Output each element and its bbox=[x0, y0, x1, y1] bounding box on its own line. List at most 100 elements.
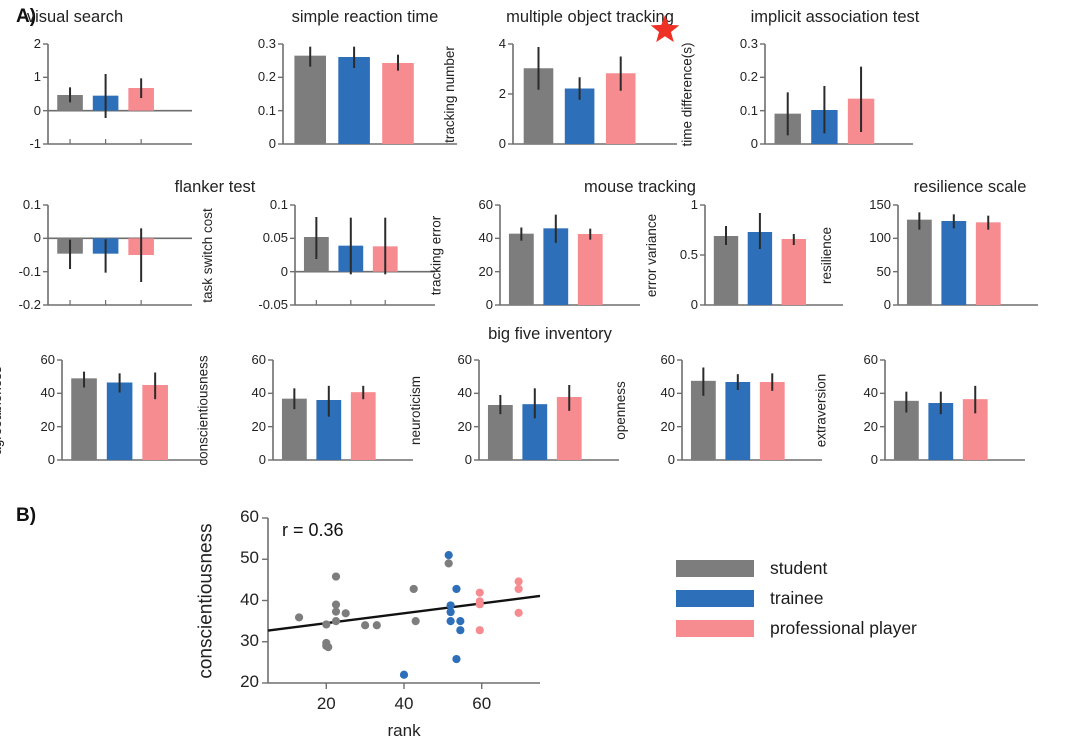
y-tick-resilience-1: 50 bbox=[876, 263, 891, 279]
y-axis-label-tracking-error: tracking error bbox=[428, 215, 444, 295]
scatter-x-tick-1: 40 bbox=[394, 694, 414, 713]
y-tick-task-switch-cost-3: 0.1 bbox=[269, 197, 288, 212]
scatter-point-1-2 bbox=[446, 601, 455, 610]
chart-openness bbox=[668, 346, 822, 474]
y-tick-conscientiousness-3: 60 bbox=[251, 352, 266, 367]
y-tick-error-variance-0: 0 bbox=[690, 297, 698, 312]
scatter-point-0-6 bbox=[331, 600, 341, 609]
chart-visual-search bbox=[34, 30, 192, 158]
y-tick-resilience-3: 150 bbox=[869, 197, 891, 212]
scatter-y-tick-0: 20 bbox=[240, 672, 259, 691]
y-tick-response-cost-2: 0 bbox=[33, 230, 41, 246]
scatter-point-0-11 bbox=[372, 621, 381, 630]
y-tick-multiple-object-tracking-0: 0 bbox=[498, 136, 506, 151]
y-tick-simple-reaction-time-1: 0.1 bbox=[257, 102, 276, 118]
legend-item-student: student bbox=[676, 558, 917, 579]
scatter-y-tick-4: 60 bbox=[240, 507, 259, 526]
y-axis-label-task-switch-cost: task switch cost bbox=[199, 207, 215, 303]
scatter-point-0-9 bbox=[341, 609, 350, 618]
y-tick-implicit-association-test-2: 0.2 bbox=[739, 69, 758, 85]
bar-error-variance-2 bbox=[781, 239, 806, 305]
scatter-point-0-5 bbox=[331, 572, 341, 581]
scatter-x-tick-2: 60 bbox=[472, 694, 492, 713]
y-tick-implicit-association-test-0: 0 bbox=[750, 136, 758, 151]
y-tick-multiple-object-tracking-1: 2 bbox=[498, 86, 506, 101]
scatter-correlation-annotation: r = 0.36 bbox=[282, 520, 344, 540]
y-tick-task-switch-cost-2: 0.05 bbox=[262, 230, 288, 246]
scatter-point-2-5 bbox=[514, 584, 523, 594]
y-tick-tracking-error-1: 20 bbox=[478, 263, 493, 279]
scatter-point-0-14 bbox=[444, 559, 453, 568]
y-tick-conscientiousness-0: 0 bbox=[258, 452, 266, 467]
y-tick-agreeableness-2: 40 bbox=[40, 385, 55, 401]
scatter-point-0-0 bbox=[294, 613, 304, 622]
chart-extraversion bbox=[871, 346, 1025, 474]
y-tick-openness-3: 60 bbox=[660, 352, 675, 367]
scatter-point-2-3 bbox=[475, 626, 484, 635]
scatter-x-tick-0: 20 bbox=[316, 694, 336, 713]
panel-a-label: A) bbox=[16, 6, 37, 27]
y-axis-label-implicit-association-test: time difference(s) bbox=[679, 41, 695, 147]
chart-response-cost bbox=[34, 191, 192, 319]
y-tick-visual-search-3: 2 bbox=[33, 36, 41, 51]
chart-conscientiousness bbox=[259, 346, 413, 474]
scatter-point-0-12 bbox=[411, 617, 420, 626]
group-title-resilience-scale: resilience scale bbox=[913, 178, 1027, 196]
bar-simple-reaction-time-0 bbox=[294, 55, 327, 144]
legend-label-student: student bbox=[770, 558, 828, 578]
y-tick-agreeableness-1: 20 bbox=[40, 418, 55, 434]
y-tick-openness-2: 40 bbox=[660, 385, 675, 401]
chart-task-switch-cost bbox=[281, 191, 435, 319]
y-tick-simple-reaction-time-0: 0 bbox=[268, 136, 276, 151]
y-tick-extraversion-3: 60 bbox=[863, 352, 878, 367]
y-tick-extraversion-0: 0 bbox=[870, 452, 878, 467]
y-tick-implicit-association-test-1: 0.1 bbox=[739, 102, 758, 118]
chart-title-implicit-association-test: implicit association test bbox=[750, 8, 920, 26]
y-axis-label-neuroticism: neuroticism bbox=[407, 375, 423, 445]
legend: student trainee professional player bbox=[676, 558, 917, 648]
y-tick-neuroticism-2: 40 bbox=[457, 385, 472, 401]
y-tick-response-cost-1: -0.1 bbox=[18, 263, 41, 279]
y-tick-openness-0: 0 bbox=[667, 452, 675, 467]
y-tick-task-switch-cost-1: 0 bbox=[280, 263, 288, 279]
y-tick-implicit-association-test-3: 0.3 bbox=[739, 36, 758, 51]
scatter-point-1-8 bbox=[452, 654, 461, 664]
chart-error-variance bbox=[691, 191, 843, 319]
scatter-point-1-3 bbox=[446, 607, 455, 617]
scatter-point-0-1 bbox=[322, 620, 331, 629]
y-axis-label-extraversion: extraversion bbox=[813, 373, 829, 447]
bar-openness-2 bbox=[759, 382, 785, 460]
bar-error-variance-0 bbox=[713, 236, 739, 305]
scatter-y-tick-2: 40 bbox=[240, 589, 259, 609]
chart-agreeableness bbox=[48, 346, 206, 474]
legend-label-professional-player: professional player bbox=[770, 618, 917, 638]
y-tick-extraversion-2: 40 bbox=[863, 385, 878, 401]
chart-multiple-object-tracking bbox=[499, 30, 677, 158]
bar-resilience-0 bbox=[906, 219, 932, 305]
scatter-point-2-0 bbox=[475, 588, 484, 597]
chart-tracking-error bbox=[486, 191, 640, 319]
chart-implicit-association-test bbox=[751, 30, 913, 158]
bar-tracking-error-2 bbox=[577, 234, 603, 305]
y-tick-openness-1: 20 bbox=[660, 418, 675, 434]
scatter-point-1-1 bbox=[444, 551, 453, 560]
y-tick-response-cost-3: 0.1 bbox=[22, 197, 41, 212]
scatter-point-0-8 bbox=[331, 617, 341, 626]
group-title-flanker: flanker test bbox=[174, 178, 256, 196]
scatter-point-1-7 bbox=[456, 626, 465, 635]
scatter-point-2-2 bbox=[475, 600, 484, 609]
chart-title-visual-search: visual search bbox=[26, 8, 124, 26]
y-tick-visual-search-2: 1 bbox=[33, 69, 41, 85]
scatter-point-1-4 bbox=[446, 617, 455, 626]
scatter-y-tick-1: 30 bbox=[240, 630, 259, 650]
y-tick-error-variance-2: 1 bbox=[690, 197, 698, 212]
y-tick-tracking-error-0: 0 bbox=[485, 297, 493, 312]
y-tick-response-cost-0: -0.2 bbox=[18, 297, 41, 312]
y-axis-label-openness: openness bbox=[612, 380, 628, 440]
y-axis-label-agreeableness: agreeableness bbox=[0, 365, 4, 455]
chart-simple-reaction-time bbox=[269, 30, 457, 158]
chart-title-multiple-object-tracking: multiple object tracking bbox=[506, 8, 674, 26]
scatter-y-axis-label: conscientiousness bbox=[195, 522, 217, 679]
chart-neuroticism bbox=[465, 346, 619, 474]
